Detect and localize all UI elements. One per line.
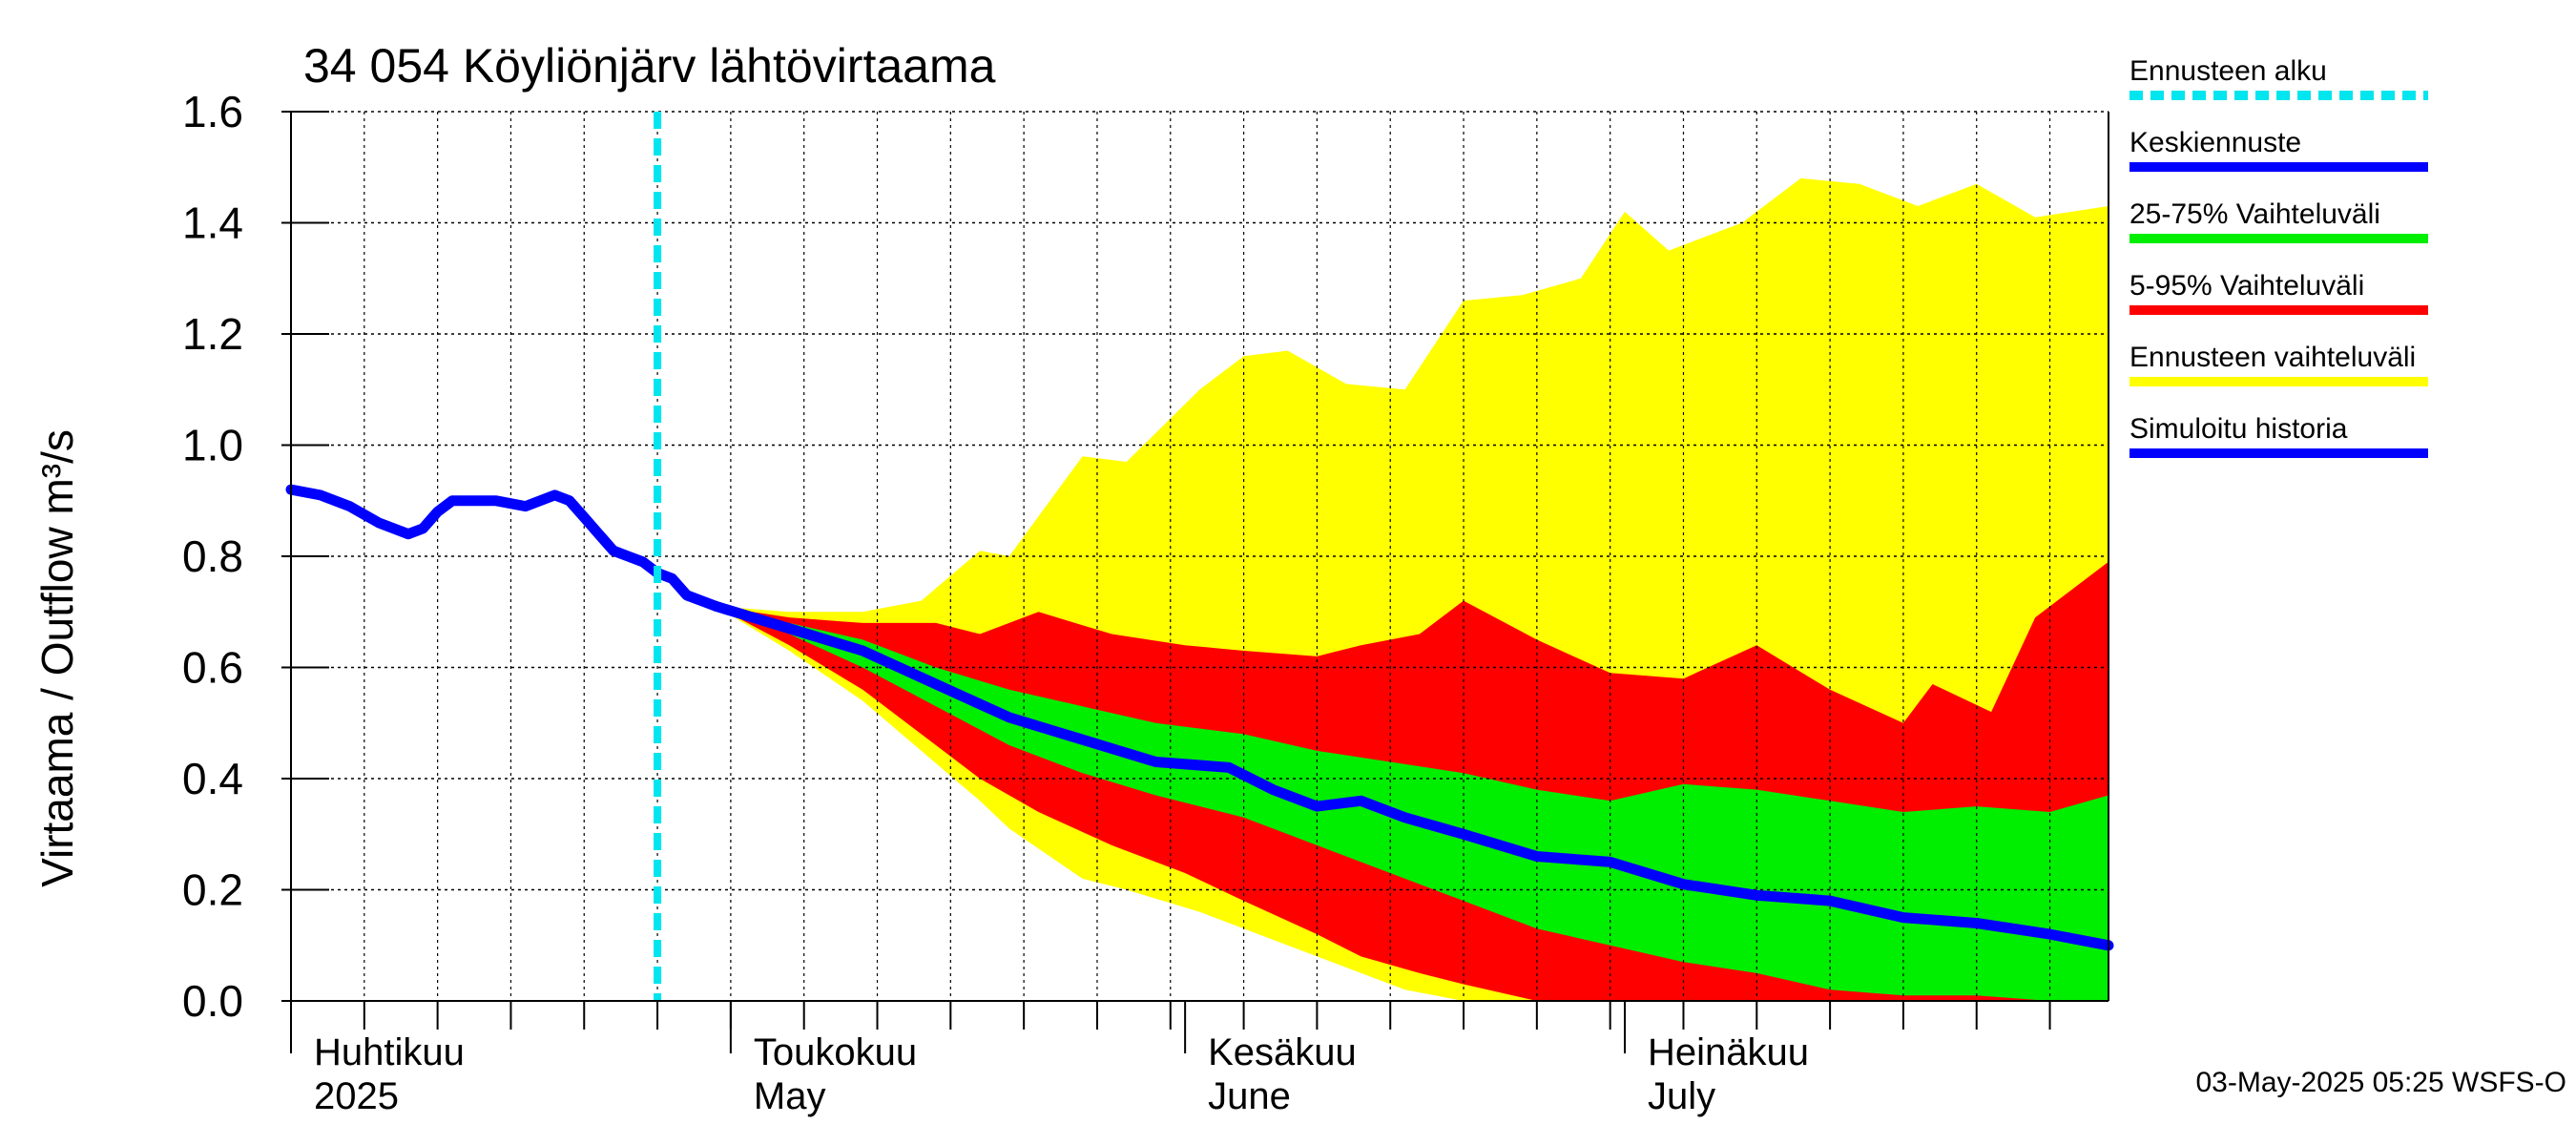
legend-label: 25-75% Vaihteluväli [2129, 198, 2380, 230]
x-month-label-fi: Huhtikuu [314, 1031, 465, 1073]
y-tick-label: 0.6 [182, 643, 243, 693]
x-month-label-en: May [754, 1075, 826, 1117]
series-keskiennuste [711, 600, 2114, 951]
chart-title: 34 054 Köyliönjärv lähtövirtaama [303, 39, 996, 93]
y-tick-label: 1.2 [182, 309, 243, 359]
legend: Ennusteen alku Keskiennuste 25-75% Vaihtel… [2129, 55, 2428, 458]
y-axis-label: Virtaama / Outflow m³/s [32, 429, 82, 887]
y-tick-label: 0.8 [182, 531, 243, 581]
plot-area [285, 111, 2114, 1002]
band-25-75 [716, 606, 2109, 1001]
grid [290, 111, 2109, 1002]
legend-label: 5-95% Vaihteluväli [2129, 270, 2364, 302]
x-month-label-en: 2025 [314, 1075, 399, 1117]
x-month-label-fi: Heinäkuu [1648, 1031, 1809, 1073]
y-tick-label: 0.4 [182, 754, 243, 803]
x-month-label-fi: Kesäkuu [1208, 1031, 1357, 1073]
series-simuloitu-historia [285, 484, 721, 612]
legend-label: Ennusteen vaihteluväli [2129, 342, 2416, 373]
y-tick-label: 1.0 [182, 421, 243, 470]
legend-label: Keskiennuste [2129, 127, 2301, 158]
y-tick-label: 0.0 [182, 976, 243, 1026]
x-month-label-en: June [1208, 1075, 1291, 1117]
y-tick-label: 1.6 [182, 87, 243, 136]
legend-label: Ennusteen alku [2129, 55, 2327, 87]
y-tick-label: 1.4 [182, 198, 243, 248]
x-month-label-fi: Toukokuu [754, 1031, 917, 1073]
legend-label: Simuloitu historia [2129, 413, 2348, 445]
y-tick-label: 0.2 [182, 865, 243, 915]
footer-timestamp: 03-May-2025 05:25 WSFS-O [2196, 1067, 2567, 1098]
x-month-label-en: July [1648, 1075, 1715, 1117]
